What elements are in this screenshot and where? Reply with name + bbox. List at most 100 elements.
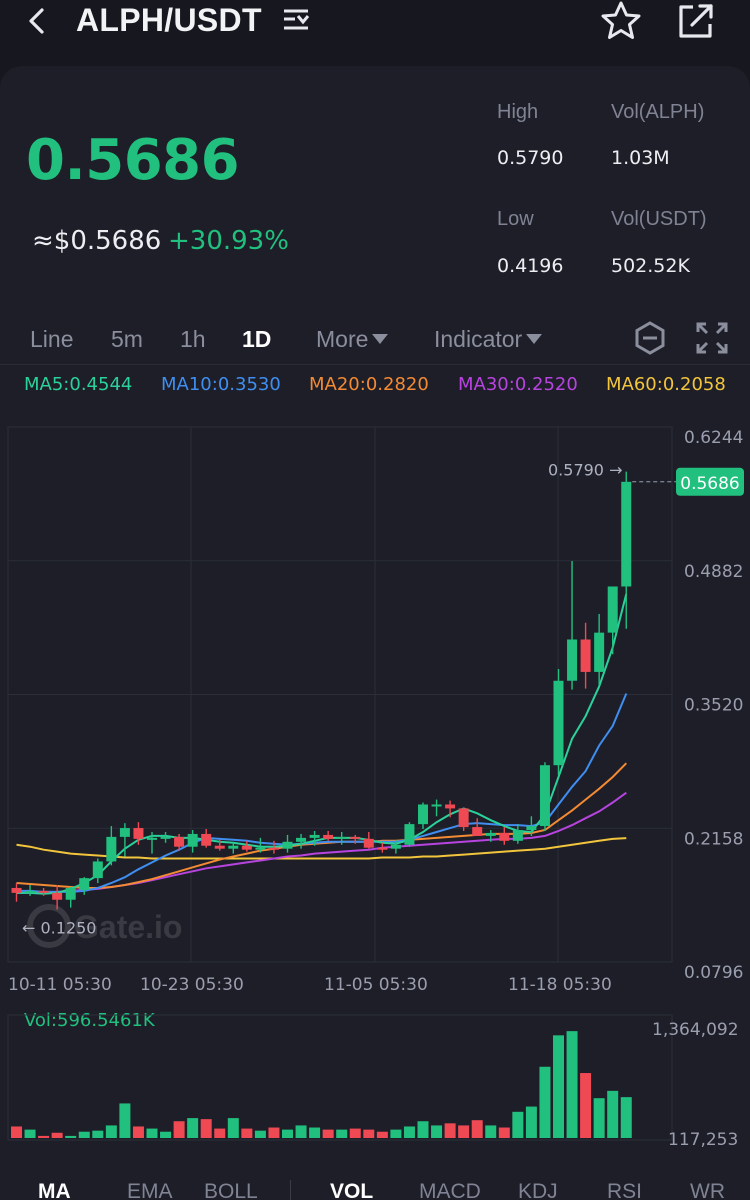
candle-body (404, 824, 415, 845)
high-marker: 0.5790 → (548, 461, 622, 480)
candle-body (241, 845, 252, 850)
candle (174, 833, 185, 851)
candle-body (445, 804, 456, 809)
candle-body (282, 841, 293, 849)
tab-boll[interactable]: BOLL (204, 1180, 258, 1200)
volume-bar (566, 1031, 578, 1138)
volume-bar (132, 1126, 144, 1138)
candle-body (472, 827, 483, 836)
candle-body (594, 632, 605, 672)
volume-bar (322, 1129, 334, 1138)
tab-more[interactable]: More (316, 326, 389, 353)
candle-body (25, 890, 36, 893)
candle (160, 831, 171, 843)
tab-5m[interactable]: 5m (111, 326, 143, 352)
candle (133, 822, 144, 845)
tab-macd[interactable]: MACD (419, 1180, 481, 1200)
candle (594, 613, 605, 685)
last-price-tag (676, 467, 744, 496)
volume-frame (7, 1014, 673, 1141)
candle (567, 560, 578, 690)
candle-body (174, 836, 185, 847)
volume-chart[interactable]: 1,364,092 117,253 (0, 1000, 750, 1150)
tab-1h[interactable]: 1h (180, 326, 206, 352)
candle-body (567, 639, 578, 681)
tab-1d[interactable]: 1D (242, 326, 272, 352)
candles (11, 471, 632, 910)
tab-more-label: More (316, 326, 369, 352)
tab-vol[interactable]: VOL (330, 1180, 374, 1200)
volume-bar (78, 1131, 90, 1138)
interval-tabs: Line 5m 1h 1D More Indicator (0, 318, 750, 362)
candle-body (621, 481, 632, 587)
candle (282, 834, 293, 853)
candle (201, 829, 212, 848)
candle (241, 840, 252, 852)
ma10-line (16, 693, 628, 893)
share-icon[interactable] (676, 2, 716, 40)
volume-bar (173, 1121, 185, 1138)
volume-bar (268, 1127, 280, 1138)
vol-base-label: Vol(ALPH) (611, 101, 705, 123)
volume-bar (119, 1103, 131, 1138)
candle-body (323, 834, 334, 839)
y-tick-label: 0.6244 (684, 428, 743, 448)
candle (472, 818, 483, 836)
volume-bar (417, 1121, 429, 1138)
usd-price: ≈$0.5686 (32, 226, 162, 256)
candle (65, 886, 76, 908)
pair-title[interactable]: ALPH/USDT (76, 2, 262, 38)
volume-bar (471, 1120, 483, 1138)
candle (390, 839, 401, 854)
candle-body (607, 586, 618, 633)
volume-bar (105, 1125, 117, 1138)
candle (323, 830, 334, 841)
chart-settings-icon[interactable] (632, 320, 668, 356)
candle (106, 826, 117, 866)
star-icon[interactable] (600, 0, 642, 42)
ma60-line (16, 837, 627, 860)
candle (418, 802, 428, 830)
candle-body (336, 836, 347, 839)
y-tick-label: 0.4882 (684, 562, 743, 582)
volume-bar (11, 1126, 22, 1138)
volume-bar (512, 1111, 524, 1138)
x-tick-label: 10-23 05:30 (140, 975, 244, 995)
candlestick-chart[interactable]: Gate.io 0.6244 0.4882 0.3520 0.2158 0.0796 1… (0, 420, 750, 1000)
volume-axis-labels: 1,364,092 117,253 (652, 1020, 739, 1150)
candle-body (485, 832, 496, 836)
back-icon[interactable] (22, 4, 52, 38)
tab-line[interactable]: Line (30, 326, 74, 352)
candle (458, 807, 469, 831)
fullscreen-icon[interactable] (694, 320, 730, 356)
volume-bar (444, 1123, 456, 1138)
tab-rsi[interactable]: RSI (607, 1180, 643, 1200)
y-tick-label: 0.3520 (684, 696, 743, 716)
candle-body (296, 837, 307, 842)
candle (553, 668, 564, 776)
candle (377, 842, 388, 853)
y-axis-labels: 0.6244 0.4882 0.3520 0.2158 0.0796 (684, 428, 743, 983)
last-price: 0.5686 (26, 128, 240, 193)
candle-body (390, 844, 401, 849)
top-bar: ALPH/USDT (0, 0, 750, 56)
candle-body (363, 838, 374, 848)
tab-wr[interactable]: WR (690, 1180, 725, 1200)
tab-ema[interactable]: EMA (127, 1180, 173, 1200)
x-tick-label: 11-18 05:30 (508, 975, 612, 995)
candle (336, 831, 347, 845)
tab-kdj[interactable]: KDJ (518, 1180, 558, 1200)
candle-body (160, 836, 171, 839)
vol-quote-label: Vol(USDT) (611, 208, 707, 230)
tab-indicator[interactable]: Indicator (434, 326, 543, 353)
candle-body (350, 836, 361, 839)
indicator-tabs: MA EMA BOLL VOL MACD KDJ RSI WR (0, 1160, 750, 1200)
candle-body (119, 828, 130, 837)
volume-bar (336, 1129, 348, 1138)
y-tick-label: 0.0796 (684, 963, 743, 983)
volume-bar (485, 1125, 497, 1138)
tab-ma[interactable]: MA (38, 1180, 71, 1200)
volume-bar (431, 1125, 443, 1138)
pair-menu-icon[interactable] (282, 5, 312, 35)
candle (11, 883, 22, 902)
